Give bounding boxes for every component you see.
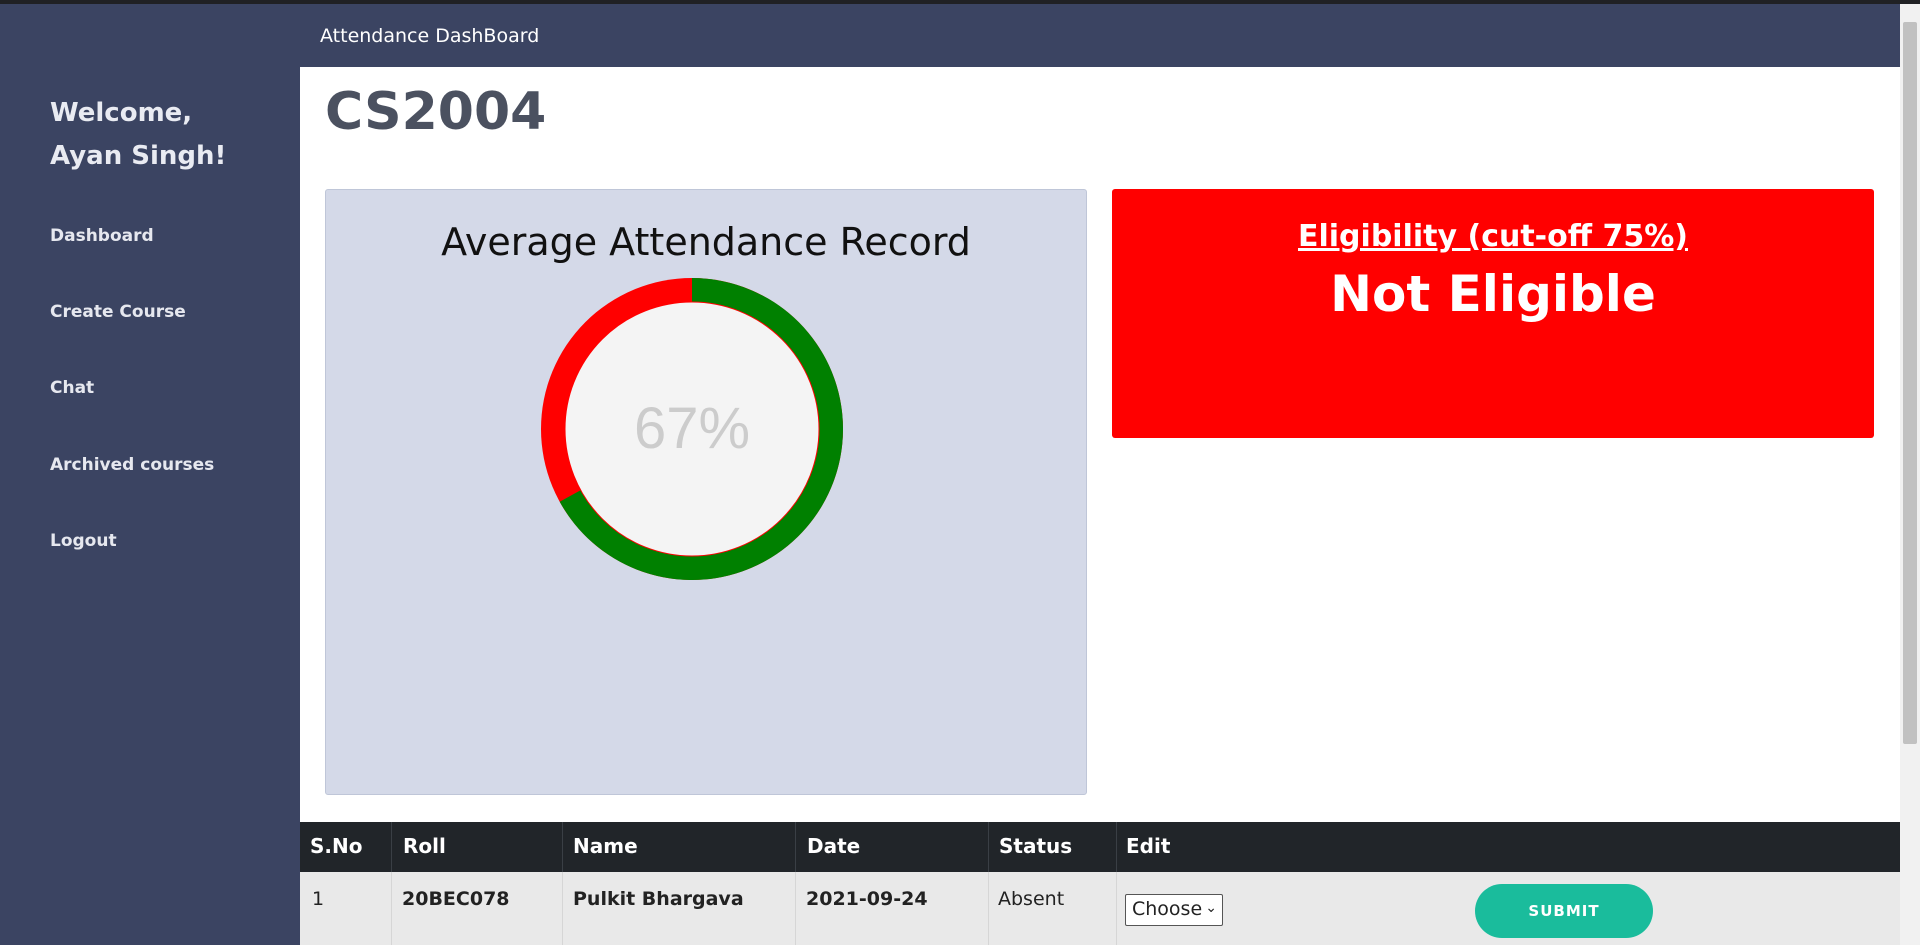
cell-date: 2021-09-24 [806, 888, 928, 910]
column-divider [562, 822, 563, 872]
header-date: Date [807, 834, 861, 858]
column-divider [1116, 872, 1117, 945]
header-sno: S.No [310, 834, 363, 858]
sidebar-item-chat[interactable]: Chat [50, 378, 95, 398]
attendance-percent-label: 67% [634, 396, 750, 461]
column-divider [391, 822, 392, 872]
edit-status-select[interactable]: Choose ⌄ [1125, 894, 1223, 926]
column-divider [795, 872, 796, 945]
attendance-card-title: Average Attendance Record [441, 220, 971, 264]
header-edit: Edit [1126, 834, 1171, 858]
sidebar-item-logout[interactable]: Logout [50, 531, 117, 551]
welcome-message: Welcome, Ayan Singh! [50, 92, 290, 178]
chevron-down-icon: ⌄ [1205, 900, 1217, 916]
cell-status: Absent [998, 888, 1065, 910]
table-row: 1 20BEC078 Pulkit Bhargava 2021-09-24 Ab… [300, 872, 1900, 945]
eligibility-status: Not Eligible [1330, 265, 1656, 323]
sidebar: Welcome, Ayan Singh! Dashboard Create Co… [0, 4, 300, 945]
top-navbar: Attendance DashBoard [300, 4, 1900, 67]
header-status: Status [999, 834, 1073, 858]
column-divider [795, 822, 796, 872]
cell-sno: 1 [312, 888, 325, 910]
sidebar-item-create-course[interactable]: Create Course [50, 302, 186, 322]
cell-name: Pulkit Bhargava [573, 888, 744, 910]
welcome-greeting: Welcome, [50, 98, 193, 128]
eligibility-card: Eligibility (cut-off 75%) Not Eligible [1112, 189, 1874, 438]
cell-roll: 20BEC078 [402, 888, 510, 910]
submit-button[interactable]: SUBMIT [1475, 884, 1653, 938]
sidebar-item-dashboard[interactable]: Dashboard [50, 226, 154, 246]
column-divider [988, 822, 989, 872]
sidebar-item-archived-courses[interactable]: Archived courses [50, 455, 215, 475]
column-divider [391, 872, 392, 945]
welcome-username: Ayan Singh! [50, 141, 227, 171]
header-name: Name [573, 834, 638, 858]
donut-center [564, 301, 820, 557]
browser-top-edge [0, 0, 1920, 4]
attendance-table-header: S.No Roll Name Date Status Edit [300, 822, 1900, 872]
attendance-donut-chart: 67% [541, 278, 843, 580]
page-title: CS2004 [325, 82, 547, 142]
scrollbar-thumb[interactable] [1903, 22, 1917, 744]
column-divider [988, 872, 989, 945]
select-value: Choose [1132, 898, 1203, 920]
column-divider [1116, 822, 1117, 872]
eligibility-label: Eligibility (cut-off 75%) [1298, 219, 1688, 254]
app-title[interactable]: Attendance DashBoard [320, 25, 540, 47]
column-divider [562, 872, 563, 945]
header-roll: Roll [403, 834, 446, 858]
attendance-card: Average Attendance Record 67% [325, 189, 1087, 795]
